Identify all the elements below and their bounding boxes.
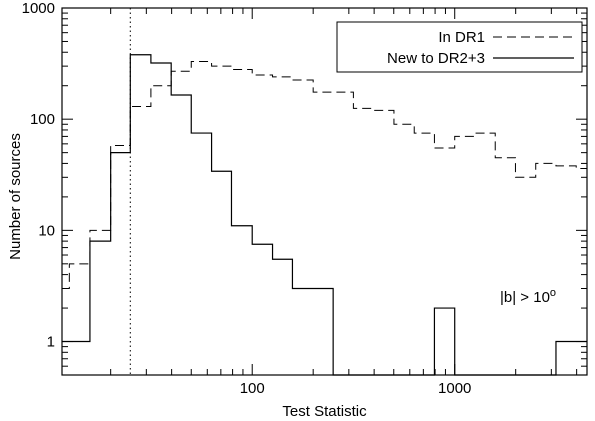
latitude-cut-superscript: o xyxy=(550,287,556,299)
latitude-cut-annotation: |b| > 10o xyxy=(500,287,556,306)
legend-box xyxy=(336,21,583,73)
y-axis-title: Number of sources xyxy=(7,133,24,260)
legend-label-new-to-dr2-3: New to DR2+3 xyxy=(387,50,485,67)
x-tick-label: 1000 xyxy=(438,380,471,397)
y-tick-label: 10 xyxy=(38,222,55,239)
plot-frame xyxy=(61,7,588,376)
latitude-cut-text: |b| > 10 xyxy=(500,289,550,306)
x-axis-title: Test Statistic xyxy=(282,403,367,420)
x-tick-label: 100 xyxy=(240,380,265,397)
y-tick-label: 1 xyxy=(47,334,55,351)
tick-labels-layer: 100 1000 1 10 100 1000 xyxy=(22,0,472,397)
legend-label-in-dr1: In DR1 xyxy=(438,29,485,46)
y-tick-label: 100 xyxy=(30,111,55,128)
y-tick-label: 1000 xyxy=(22,0,55,17)
ticks-layer xyxy=(62,7,587,376)
series-in-dr1-line xyxy=(62,61,587,289)
legend: In DR1 New to DR2+3 xyxy=(336,21,583,73)
